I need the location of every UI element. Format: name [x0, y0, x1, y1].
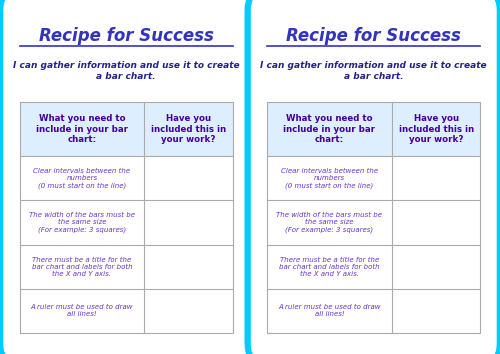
- Text: What you need to
include in your bar
chart:: What you need to include in your bar cha…: [284, 114, 376, 144]
- Text: Recipe for Success: Recipe for Success: [39, 28, 214, 46]
- Text: Have you
included this in
your work?: Have you included this in your work?: [398, 114, 473, 144]
- FancyBboxPatch shape: [20, 102, 233, 156]
- Text: The width of the bars must be
the same size
(For example: 3 squares): The width of the bars must be the same s…: [276, 212, 382, 233]
- Bar: [267, 102, 480, 333]
- Text: A ruler must be used to draw
all lines!: A ruler must be used to draw all lines!: [278, 304, 380, 318]
- Text: What you need to
include in your bar
chart:: What you need to include in your bar cha…: [36, 114, 128, 144]
- Text: A ruler must be used to draw
all lines!: A ruler must be used to draw all lines!: [30, 304, 133, 318]
- FancyBboxPatch shape: [267, 102, 480, 156]
- Text: The width of the bars must be
the same size
(For example: 3 squares): The width of the bars must be the same s…: [29, 212, 135, 233]
- Text: There must be a title for the
bar chart and labels for both
the X and Y axis.: There must be a title for the bar chart …: [279, 257, 380, 277]
- FancyBboxPatch shape: [248, 0, 500, 354]
- Text: I can gather information and use it to create
a bar chart.: I can gather information and use it to c…: [13, 62, 239, 81]
- Text: I can gather information and use it to create
a bar chart.: I can gather information and use it to c…: [260, 62, 487, 81]
- Text: There must be a title for the
bar chart and labels for both
the X and Y axis.: There must be a title for the bar chart …: [32, 257, 132, 277]
- Bar: [20, 102, 233, 333]
- Text: Clear intervals between the
numbers
(0 must start on the line): Clear intervals between the numbers (0 m…: [34, 168, 130, 189]
- Text: Have you
included this in
your work?: Have you included this in your work?: [151, 114, 226, 144]
- Text: Clear intervals between the
numbers
(0 must start on the line): Clear intervals between the numbers (0 m…: [281, 168, 378, 189]
- Text: Recipe for Success: Recipe for Success: [286, 28, 461, 46]
- FancyBboxPatch shape: [0, 0, 252, 354]
